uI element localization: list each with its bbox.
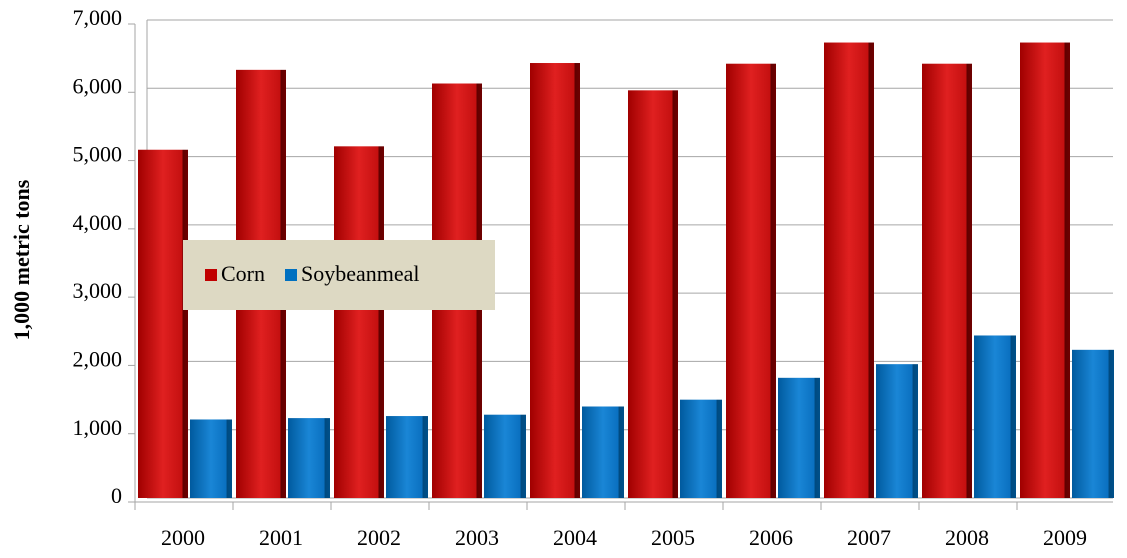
x-tick-label: 2003 xyxy=(455,525,499,550)
y-tick-label: 7,000 xyxy=(73,5,123,30)
legend-swatch xyxy=(285,269,297,281)
bar xyxy=(138,149,188,498)
bar xyxy=(530,63,580,499)
bar xyxy=(778,377,820,498)
y-axis-label: 1,000 metric tons xyxy=(9,179,34,340)
y-tick-label: 5,000 xyxy=(73,142,123,167)
y-tick-label: 2,000 xyxy=(73,346,123,371)
y-tick-label: 3,000 xyxy=(73,278,123,303)
bar xyxy=(922,63,972,499)
legend-swatch xyxy=(205,269,217,281)
bar xyxy=(288,418,330,498)
bar xyxy=(824,42,874,498)
x-tick-label: 2009 xyxy=(1043,525,1087,550)
bar xyxy=(190,419,232,498)
bar xyxy=(628,90,678,498)
bar xyxy=(680,399,722,498)
x-tick-label: 2008 xyxy=(945,525,989,550)
x-tick-label: 2006 xyxy=(749,525,793,550)
bar xyxy=(876,364,918,498)
y-tick-label: 4,000 xyxy=(73,210,123,235)
x-tick-label: 2002 xyxy=(357,525,401,550)
y-tick-label: 1,000 xyxy=(73,415,123,440)
bar xyxy=(726,63,776,499)
x-tick-label: 2007 xyxy=(847,525,891,550)
legend-box xyxy=(183,240,495,310)
bar xyxy=(484,414,526,498)
bar xyxy=(582,406,624,498)
x-tick-label: 2004 xyxy=(553,525,597,550)
x-tick-label: 2001 xyxy=(259,525,303,550)
legend-label: Corn xyxy=(221,261,265,286)
x-tick-label: 2000 xyxy=(161,525,205,550)
bar xyxy=(1020,42,1070,498)
y-tick-label: 6,000 xyxy=(73,73,123,98)
bar xyxy=(974,335,1016,498)
bar xyxy=(334,146,384,499)
legend-label: Soybeanmeal xyxy=(301,261,420,286)
x-tick-label: 2005 xyxy=(651,525,695,550)
y-tick-label: 0 xyxy=(111,483,122,508)
bar xyxy=(1072,349,1114,498)
bar xyxy=(386,416,428,498)
